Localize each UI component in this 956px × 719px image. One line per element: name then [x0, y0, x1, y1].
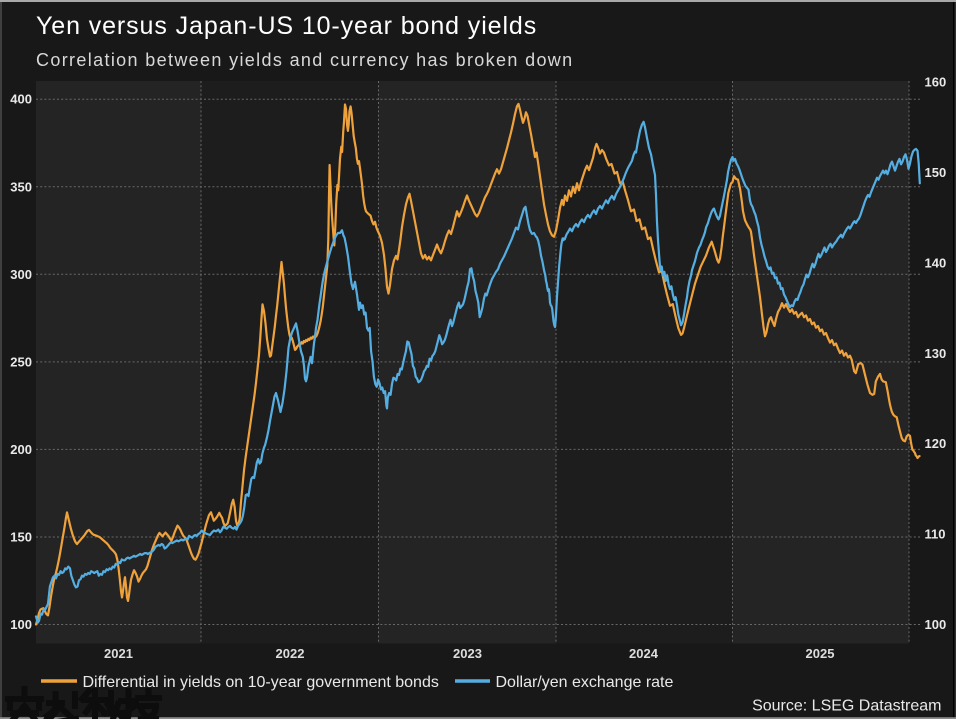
svg-text:2025: 2025	[806, 646, 835, 661]
svg-text:140: 140	[925, 255, 947, 270]
svg-text:Correlation between yields and: Correlation between yields and currency …	[36, 50, 574, 70]
svg-text:200: 200	[10, 442, 32, 457]
svg-text:Differential in yields on 10-y: Differential in yields on 10-year govern…	[83, 674, 439, 691]
svg-text:Dollar/yen exchange rate: Dollar/yen exchange rate	[496, 674, 674, 691]
svg-text:Source: LSEG Datastream: Source: LSEG Datastream	[752, 698, 941, 715]
svg-text:110: 110	[925, 527, 946, 542]
svg-text:130: 130	[925, 346, 947, 361]
svg-text:350: 350	[10, 179, 32, 194]
svg-text:400: 400	[10, 92, 32, 107]
svg-text:Yen versus Japan-US 10-year bo: Yen versus Japan-US 10-year bond yields	[36, 12, 537, 40]
svg-text:160: 160	[925, 75, 947, 90]
svg-text:2021: 2021	[104, 646, 133, 661]
svg-text:250: 250	[10, 354, 32, 369]
svg-text:2024: 2024	[629, 646, 659, 661]
svg-text:150: 150	[10, 530, 32, 545]
svg-text:120: 120	[925, 436, 947, 451]
svg-text:150: 150	[925, 165, 947, 180]
svg-text:100: 100	[10, 617, 32, 632]
svg-text:2023: 2023	[453, 646, 482, 661]
svg-text:100: 100	[925, 617, 947, 632]
svg-text:300: 300	[10, 267, 32, 282]
svg-text:2022: 2022	[276, 646, 305, 661]
